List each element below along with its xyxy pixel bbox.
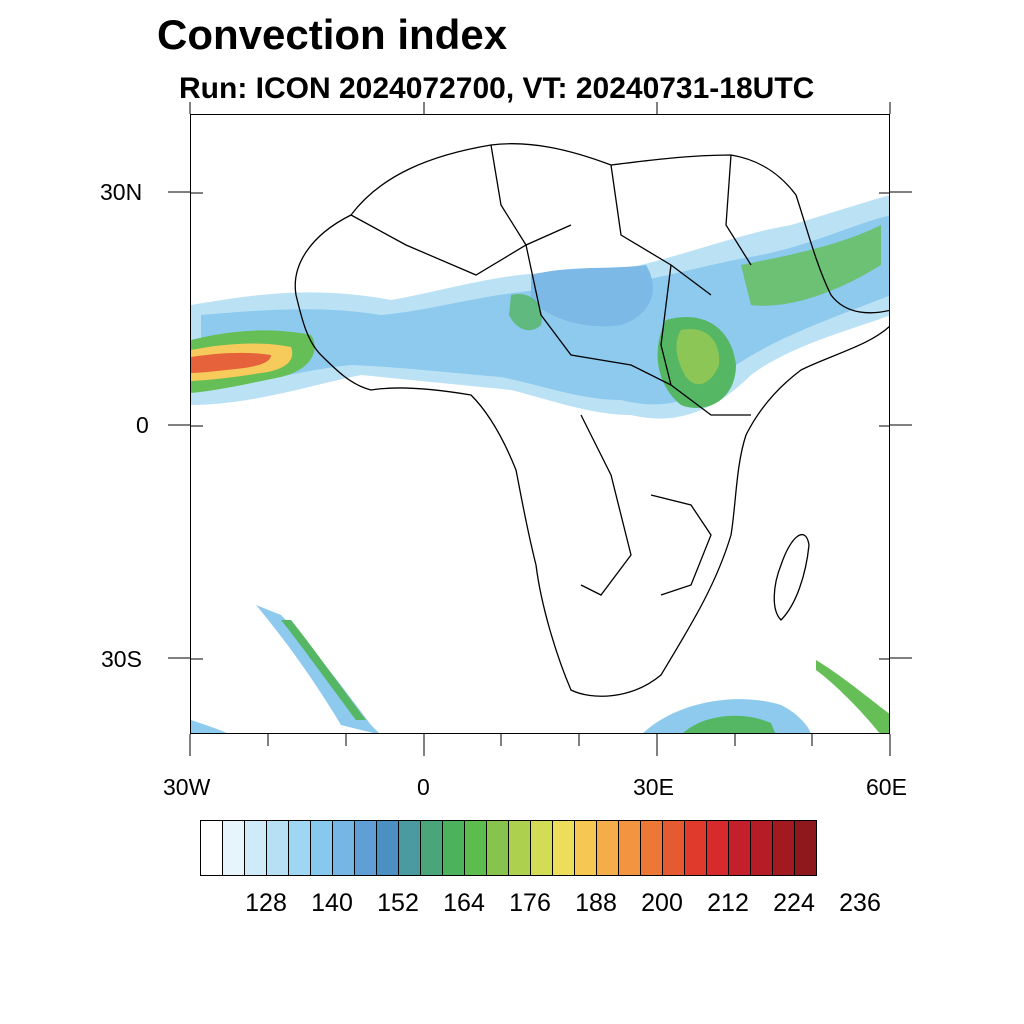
- lon-label-60e: 60E: [866, 774, 907, 800]
- colorbar-tick-label: 236: [839, 889, 881, 917]
- colorbar-swatch: [377, 821, 399, 875]
- convection-field: [191, 195, 889, 733]
- colorbar-tick-label: 224: [773, 889, 815, 917]
- colorbar-swatch: [795, 821, 816, 875]
- colorbar-tick-label: 176: [509, 889, 551, 917]
- colorbar-tick-label: 164: [443, 889, 485, 917]
- colorbar-tick-label: 128: [245, 889, 287, 917]
- lat-label-30n: 30N: [100, 179, 143, 205]
- colorbar-swatch: [597, 821, 619, 875]
- colorbar-tick-label: 188: [575, 889, 617, 917]
- colorbar-swatch: [531, 821, 553, 875]
- lat-label-0: 0: [136, 412, 149, 438]
- colorbar-swatch: [685, 821, 707, 875]
- colorbar-tick-label: 212: [707, 889, 749, 917]
- colorbar-tick-label: 140: [311, 889, 353, 917]
- map-canvas: [191, 143, 889, 733]
- colorbar-swatch: [289, 821, 311, 875]
- colorbar-swatch: [421, 821, 443, 875]
- lon-label-30w: 30W: [163, 774, 211, 800]
- colorbar-swatch: [553, 821, 575, 875]
- colorbar-swatch: [267, 821, 289, 875]
- lon-label-30e: 30E: [633, 774, 674, 800]
- colorbar-tick-label: 200: [641, 889, 683, 917]
- colorbar-swatch: [707, 821, 729, 875]
- colorbar-swatch: [443, 821, 465, 875]
- colorbar-swatch: [465, 821, 487, 875]
- colorbar: [200, 820, 817, 876]
- colorbar-swatch: [751, 821, 773, 875]
- chart-subtitle: Run: ICON 2024072700, VT: 20240731-18UTC: [179, 72, 815, 105]
- chart-title: Convection index: [157, 11, 508, 58]
- colorbar-swatch: [201, 821, 223, 875]
- lat-label-30s: 30S: [101, 646, 142, 672]
- colorbar-swatch: [399, 821, 421, 875]
- colorbar-swatch: [619, 821, 641, 875]
- map-plot-area: [190, 114, 890, 734]
- colorbar-swatch: [509, 821, 531, 875]
- colorbar-swatch: [333, 821, 355, 875]
- graticule-ticks: [191, 192, 889, 660]
- lon-label-0: 0: [417, 774, 430, 800]
- colorbar-swatch: [663, 821, 685, 875]
- colorbar-swatch: [773, 821, 795, 875]
- colorbar-swatch: [575, 821, 597, 875]
- colorbar-swatch: [311, 821, 333, 875]
- colorbar-swatch: [245, 821, 267, 875]
- colorbar-swatch: [487, 821, 509, 875]
- colorbar-tick-label: 152: [377, 889, 419, 917]
- colorbar-swatch: [641, 821, 663, 875]
- coastline-outline: [294, 143, 889, 697]
- colorbar-swatch: [355, 821, 377, 875]
- colorbar-swatch: [223, 821, 245, 875]
- colorbar-swatch: [729, 821, 751, 875]
